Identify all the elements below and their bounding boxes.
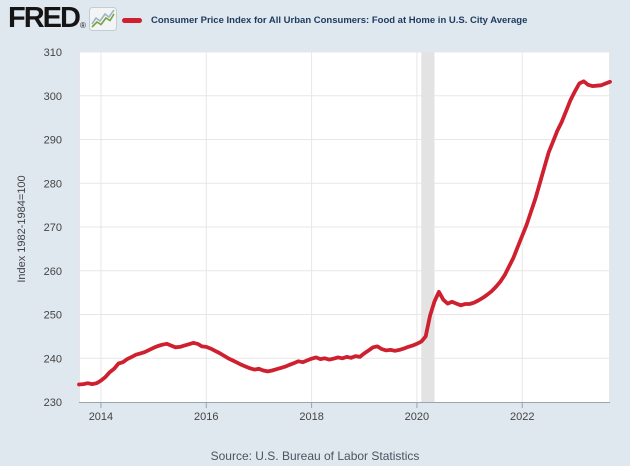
y-tick-label: 270 bbox=[44, 222, 62, 234]
y-tick-label: 300 bbox=[44, 91, 62, 103]
x-tick-label: 2020 bbox=[405, 411, 429, 423]
series-title: Consumer Price Index for All Urban Consu… bbox=[151, 15, 528, 26]
y-tick-label: 250 bbox=[44, 310, 62, 322]
registered-trademark: ® bbox=[79, 21, 86, 30]
y-axis-title: Index 1982-1984=100 bbox=[16, 175, 28, 283]
y-tick-label: 290 bbox=[44, 135, 62, 147]
x-tick-label: 2014 bbox=[89, 411, 113, 423]
legend-color-swatch bbox=[122, 18, 142, 23]
x-tick-label: 2016 bbox=[194, 411, 218, 423]
y-tick-label: 230 bbox=[44, 397, 62, 409]
y-tick-label: 280 bbox=[44, 178, 62, 190]
x-tick-label: 2022 bbox=[510, 411, 534, 423]
y-tick-label: 310 bbox=[44, 47, 62, 59]
x-tick-label: 2018 bbox=[299, 411, 323, 423]
y-tick-label: 260 bbox=[44, 266, 62, 278]
recession-band bbox=[421, 52, 435, 402]
series-line bbox=[77, 79, 612, 387]
fred-logo[interactable]: FRED ® bbox=[8, 2, 117, 34]
chart-header: FRED ® Consumer Price Index for All Urban… bbox=[0, 0, 630, 42]
source-attribution: Source: U.S. Bureau of Labor Statistics bbox=[210, 449, 420, 463]
fred-sparkline-icon bbox=[88, 7, 117, 31]
fred-logo-text: FRED bbox=[8, 2, 81, 34]
y-tick-label: 240 bbox=[44, 353, 62, 365]
